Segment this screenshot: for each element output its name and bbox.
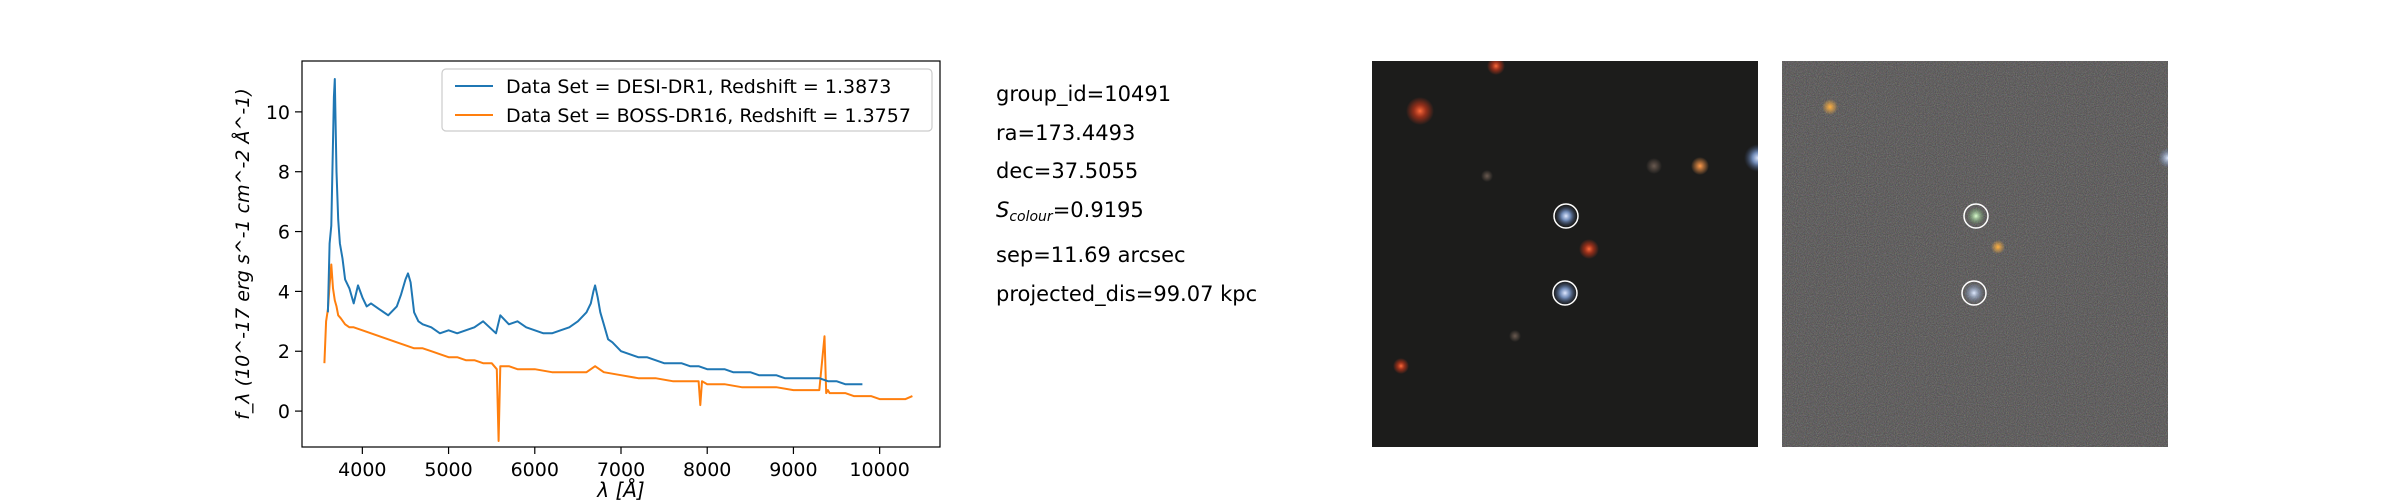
x-tick-label: 8000 [683,459,731,481]
s-colour-subscript: colour [1009,208,1053,225]
projected-distance-text: projected_dis=99.07 kpc [996,281,1258,306]
legend-label-boss: Data Set = BOSS-DR16, Redshift = 1.3757 [506,105,911,127]
y-tick-label: 4 [278,281,290,303]
x-tick-label: 10000 [849,459,909,481]
plot-frame [301,60,941,448]
x-tick-label: 7000 [597,459,645,481]
s-colour-value: =0.9195 [1052,197,1144,222]
series-lines [323,78,913,442]
y-tick-label: 10 [266,102,290,124]
x-axis-label: λ [Å] [596,478,644,500]
legend: Data Set = DESI-DR1, Redshift = 1.3873 D… [441,68,933,132]
separation-text: sep=11.69 arcsec [996,243,1186,267]
series-line-boss [323,263,913,442]
target-marker-lower [1552,280,1578,306]
x-tick-label: 6000 [511,459,559,481]
target-marker-upper [1963,203,1989,229]
y-axis-label: f_λ (10^-17 erg s^-1 cm^-2 Å^-1) [231,88,254,420]
legend-label-desi: Data Set = DESI-DR1, Redshift = 1.3873 [506,76,891,98]
series-line-desi [326,78,863,386]
target-marker-upper [1553,203,1579,229]
x-tick-label: 4000 [338,459,386,481]
object-info-panel: group_id=10491 ra=173.4493 dec=37.5055 S… [996,75,1257,313]
s-colour-symbol: S [996,197,1010,222]
sky-cutout-image [1372,61,1758,447]
s-colour-text: Scolour=0.9195 [996,191,1257,237]
dec-text: dec=37.5055 [996,159,1139,183]
x-tick-label: 9000 [769,459,817,481]
y-tick-label: 2 [278,341,290,363]
ra-text: ra=173.4493 [996,120,1136,145]
y-tick-label: 8 [278,162,290,184]
x-tick-label: 5000 [424,459,472,481]
spectrum-chart: 4000 5000 6000 7000 8000 9000 10000 0 2 4 6 8 10 λ [… [231,60,941,500]
axis-ticks: 4000 5000 6000 7000 8000 9000 10000 0 2 4 6 8 10 [266,102,910,481]
y-tick-label: 0 [278,401,290,423]
group-id-text: group_id=10491 [996,82,1172,106]
legend-box [441,68,933,132]
sky-cutout-residual-image [1782,61,2168,447]
y-tick-label: 6 [278,222,290,244]
target-marker-lower [1961,280,1987,306]
